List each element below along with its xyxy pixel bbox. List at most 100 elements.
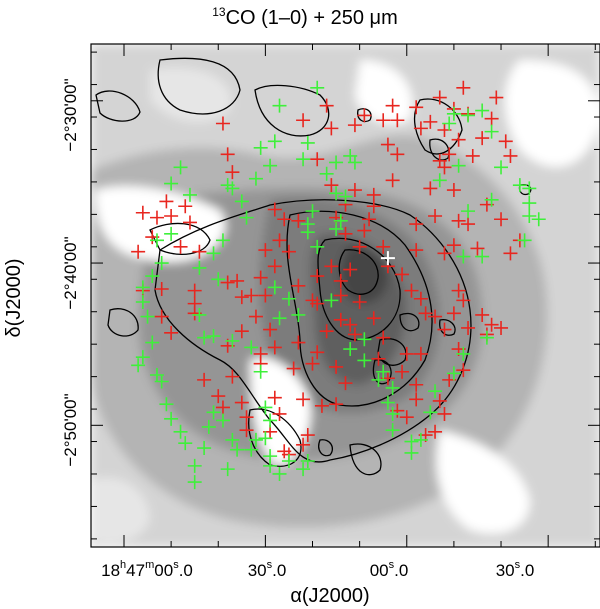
source-marker	[267, 390, 282, 405]
source-marker	[333, 312, 348, 327]
source-marker	[343, 262, 358, 277]
source-marker	[263, 158, 278, 173]
source-marker	[192, 260, 207, 275]
title-text: CO (1–0) + 250 μm	[226, 7, 398, 29]
source-marker	[446, 306, 461, 321]
source-marker	[494, 160, 509, 175]
source-marker	[296, 462, 311, 477]
source-marker	[380, 251, 395, 266]
source-marker	[324, 178, 339, 193]
source-marker	[399, 346, 414, 361]
source-marker	[244, 340, 259, 355]
source-marker	[376, 364, 391, 379]
source-marker	[182, 187, 197, 202]
source-marker	[409, 217, 424, 232]
source-marker	[244, 288, 259, 303]
source-marker	[310, 345, 325, 360]
source-marker	[286, 361, 301, 376]
x-axis-label: α(J2000)	[290, 585, 369, 607]
source-marker	[380, 137, 395, 152]
source-marker	[225, 333, 240, 348]
source-marker	[451, 132, 466, 147]
source-marker	[503, 148, 518, 163]
source-marker	[239, 210, 254, 225]
source-marker	[385, 98, 400, 113]
source-marker	[135, 280, 150, 295]
source-marker	[461, 108, 476, 123]
y-tick-label: −2°50'00"	[61, 393, 80, 466]
source-marker	[461, 204, 476, 219]
source-marker	[395, 267, 410, 282]
source-marker	[300, 135, 315, 150]
source-marker	[310, 152, 325, 167]
source-marker	[272, 406, 287, 421]
source-marker	[437, 322, 452, 337]
source-marker	[135, 350, 150, 365]
source-marker	[385, 380, 400, 395]
source-marker	[522, 181, 537, 196]
source-marker	[239, 410, 254, 425]
source-marker	[498, 134, 513, 149]
source-marker	[489, 90, 504, 105]
source-marker	[338, 376, 353, 391]
source-marker	[149, 210, 164, 225]
source-marker	[451, 283, 466, 298]
source-marker	[423, 114, 438, 129]
source-marker	[404, 445, 419, 460]
source-marker	[409, 377, 424, 392]
source-marker	[409, 243, 424, 258]
source-marker	[456, 293, 471, 308]
source-marker	[239, 423, 254, 438]
source-marker	[442, 116, 457, 131]
source-marker	[456, 80, 471, 95]
source-marker	[347, 183, 362, 198]
source-marker	[281, 291, 296, 306]
source-marker	[296, 113, 311, 128]
source-marker	[220, 462, 235, 477]
x-tick-label: 30s.0	[248, 559, 287, 580]
source-marker	[413, 291, 428, 306]
source-marker	[366, 311, 381, 326]
source-marker	[253, 140, 268, 155]
source-marker	[178, 436, 193, 451]
source-marker	[385, 423, 400, 438]
source-marker	[428, 424, 443, 439]
source-marker	[244, 442, 259, 457]
source-marker	[263, 322, 278, 337]
source-marker	[263, 413, 278, 428]
source-marker	[296, 152, 311, 167]
source-marker	[225, 432, 240, 447]
source-marker	[291, 307, 306, 322]
source-marker	[267, 280, 282, 295]
axis-ticks	[91, 44, 600, 547]
source-marker	[263, 458, 278, 473]
source-marker	[206, 405, 221, 420]
source-marker	[267, 202, 282, 217]
chart-title: 13CO (1–0) + 250 μm	[212, 5, 398, 29]
source-marker	[456, 363, 471, 378]
source-marker	[300, 454, 315, 469]
source-marker	[371, 351, 386, 366]
source-marker	[413, 432, 428, 447]
source-marker	[230, 442, 245, 457]
source-marker	[197, 372, 212, 387]
source-marker	[324, 121, 339, 136]
title-isotope: 13	[212, 5, 226, 19]
source-marker	[234, 290, 249, 305]
source-marker	[154, 282, 169, 297]
source-marker	[267, 134, 282, 149]
source-marker	[310, 80, 325, 95]
source-marker	[197, 441, 212, 456]
source-marker	[192, 307, 207, 322]
source-markers	[131, 80, 546, 490]
source-marker	[324, 293, 339, 308]
source-marker	[154, 309, 169, 324]
source-marker	[253, 364, 268, 379]
source-marker	[451, 158, 466, 173]
source-marker	[347, 327, 362, 342]
source-marker	[164, 208, 179, 223]
source-marker	[456, 249, 471, 264]
source-marker	[390, 113, 405, 128]
source-marker	[215, 233, 230, 248]
source-marker	[267, 340, 282, 355]
